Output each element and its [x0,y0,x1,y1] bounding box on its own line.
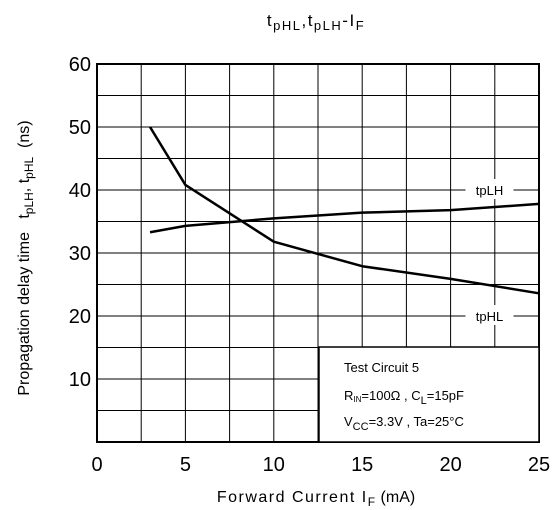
annot-c: =100Ω , C [361,388,420,403]
ylabel-sub1: pLH [22,192,36,214]
series-line-tphl [148,126,540,295]
x-tick-label: 5 [180,454,191,476]
ylabel-sub2: pHL [22,156,36,178]
chart-title: tpHL,tpLH-IF [267,11,365,33]
ylabel-suffix: (ns) [16,120,33,156]
plot-frame [96,63,540,443]
title-sep: , [301,11,307,30]
annotation-box [318,346,540,443]
annotation-line-3: VCC=3.3V , Ta=25°C [344,414,464,433]
x-tick-label: 10 [263,454,285,476]
annot-c-val: =15pF [427,388,464,403]
x-tick-label: 20 [439,454,461,476]
title-sub3: F [356,18,365,33]
x-tick-labels: 0 5 10 15 20 25 [91,454,550,476]
annot-v-val: =3.3V , Ta=25°C [369,414,464,429]
x-tick-label: 0 [91,454,102,476]
annot-v-sub: CC [353,421,369,433]
series-label-tplh: tpLH [476,183,503,198]
x-tick-label: 25 [528,454,550,476]
x-axis-label: Forward Current IF (mA) [217,489,415,509]
annotation-line-1: Test Circuit 5 [344,360,419,375]
xlabel-main: Forward Current I [217,489,368,506]
ylabel-sep: , t [16,178,33,192]
annotation-line-2: RIN=100Ω , CL=15pF [344,388,464,407]
ylabel-prefix: Propagation delay time t [16,214,33,396]
title-sub2: pLH [314,18,342,33]
xlabel-sub: F [368,495,377,509]
series-label-tphl: tpHL [476,309,503,324]
y-tick-label: 50 [69,117,91,139]
series-label-bg [465,179,514,199]
annot-c-sub: L [421,395,427,407]
y-tick-label: 40 [69,180,91,202]
xlabel-suffix: (mA) [381,489,416,506]
title-t1: t [267,11,273,30]
series-labels: tpLH tpHL [465,179,514,325]
y-tick-label: 30 [69,243,91,265]
series-group [148,126,540,295]
annot-line1-text: Test Circuit 5 [344,360,419,375]
series-line-tplh [149,202,540,234]
title-t3: I [349,11,355,30]
series-label-bg [465,305,514,325]
title-dash: - [342,11,349,30]
y-tick-label: 10 [69,369,91,391]
title-t2: t [308,11,314,30]
annot-r-sub: IN [353,395,361,404]
title-sub1: pHL [273,18,301,33]
annot-r: R [344,388,353,403]
y-tick-label: 60 [69,54,91,76]
test-conditions-box: Test Circuit 5 RIN=100Ω , CL=15pF VCC=3.… [318,346,540,443]
y-tick-labels: 10 20 30 40 50 60 [69,54,91,391]
x-tick-label: 15 [351,454,373,476]
annot-v: V [344,414,353,429]
y-tick-label: 20 [69,306,91,328]
y-axis-label: Propagation delay time tpLH, tpHL (ns) [16,120,36,395]
